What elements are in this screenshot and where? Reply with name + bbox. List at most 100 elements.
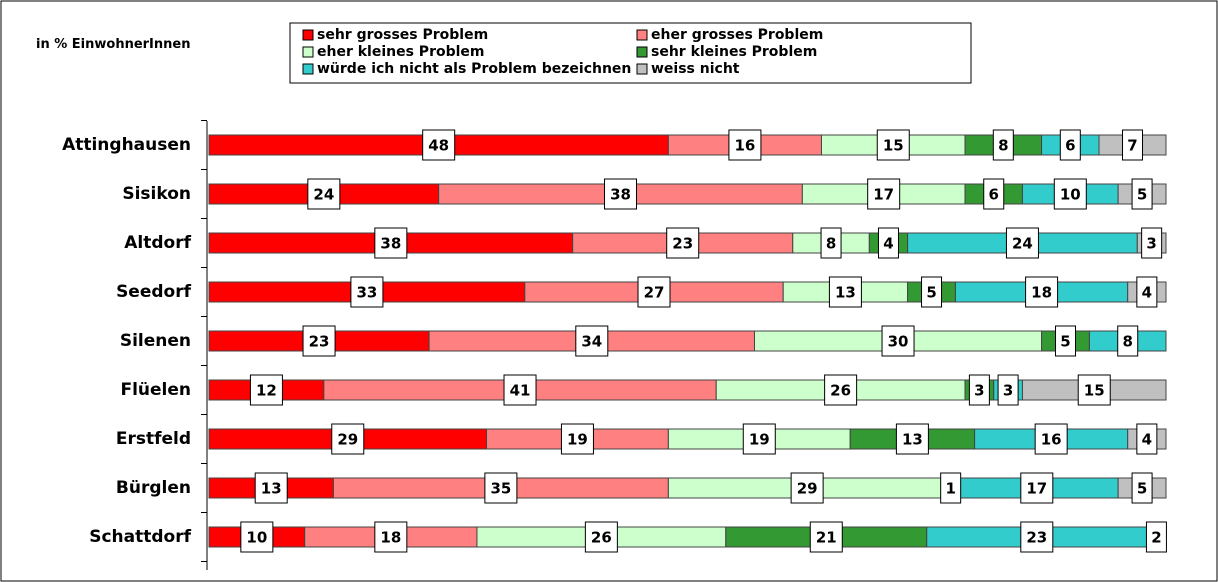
value-label-box <box>422 129 456 161</box>
legend-swatch-eher-kleines-problem <box>302 46 314 58</box>
value-label-box <box>575 325 609 357</box>
value-label-text: 24 <box>313 186 334 204</box>
legend-box <box>289 22 972 84</box>
value-label-text: 23 <box>309 333 330 351</box>
value-label-box <box>1122 129 1144 161</box>
value-label-box <box>249 374 283 406</box>
category-label-altdorf: Altdorf <box>124 233 191 253</box>
value-label-box <box>484 472 518 504</box>
value-label-box <box>1055 325 1077 357</box>
value-label-text: 6 <box>989 186 999 204</box>
value-label-box <box>992 129 1014 161</box>
value-label-box <box>742 423 776 455</box>
value-label-erstfeld-sehr-kleines-problem: 13 <box>895 423 929 455</box>
value-label-text: 2 <box>1151 529 1161 547</box>
value-label-box <box>1053 178 1087 210</box>
value-label-silenen-eher-grosses-problem: 34 <box>575 325 609 357</box>
value-label-box <box>584 521 618 553</box>
value-label-text: 1 <box>945 480 955 498</box>
value-label-text: 4 <box>1142 431 1152 449</box>
value-label-text: 5 <box>1060 333 1070 351</box>
value-label-box <box>374 227 408 259</box>
value-label-schattdorf-weiss-nicht: 2 <box>1145 521 1167 553</box>
value-label-text: 23 <box>1026 529 1047 547</box>
value-label-sisikon-weiss-nicht: 5 <box>1131 178 1153 210</box>
value-label-box <box>997 374 1019 406</box>
value-label-box <box>1077 374 1111 406</box>
value-label-box <box>1020 472 1054 504</box>
legend-swatch-sehr-kleines-problem <box>636 46 648 58</box>
value-label-box <box>728 129 762 161</box>
value-label-text: 4 <box>1142 284 1152 302</box>
value-label-box <box>881 325 915 357</box>
value-label-text: 34 <box>581 333 602 351</box>
value-label-box <box>1136 276 1158 308</box>
value-label-schattdorf-sehr-grosses-problem: 10 <box>240 521 274 553</box>
legend-swatch-wuerde-ich-nicht-als-problem-bezeichnen <box>302 63 314 75</box>
value-label-seedorf-eher-kleines-problem: 13 <box>828 276 862 308</box>
value-label-text: 10 <box>246 529 267 547</box>
value-label-box <box>503 374 537 406</box>
legend-label-weiss-nicht: weiss nicht <box>651 61 740 77</box>
value-label-text: 4 <box>883 235 893 253</box>
value-label-box <box>1145 521 1167 553</box>
value-label-silenen-wuerde-ich-nicht-als-problem-bezeichnen: 8 <box>1117 325 1139 357</box>
value-label-box <box>350 276 384 308</box>
value-label-text: 27 <box>644 284 665 302</box>
value-label-text: 13 <box>261 480 282 498</box>
value-label-text: 41 <box>510 382 531 400</box>
value-label-seedorf-weiss-nicht: 4 <box>1136 276 1158 308</box>
value-label-altdorf-eher-kleines-problem: 8 <box>820 227 842 259</box>
value-label-box <box>876 129 910 161</box>
value-label-box <box>1034 423 1068 455</box>
value-label-text: 7 <box>1127 137 1137 155</box>
value-label-erstfeld-wuerde-ich-nicht-als-problem-bezeichnen: 16 <box>1034 423 1068 455</box>
value-label-text: 8 <box>826 235 836 253</box>
value-label-text: 8 <box>998 137 1008 155</box>
value-label-box <box>921 276 943 308</box>
value-label-text: 3 <box>974 382 984 400</box>
value-label-text: 13 <box>835 284 856 302</box>
value-label-box <box>1059 129 1081 161</box>
category-label-buerglen: Bürglen <box>116 478 191 498</box>
category-label-flueelen: Flüelen <box>120 380 191 400</box>
value-label-text: 18 <box>1031 284 1052 302</box>
value-label-attinghausen-sehr-grosses-problem: 48 <box>422 129 456 161</box>
value-label-box <box>820 227 842 259</box>
value-label-seedorf-sehr-grosses-problem: 33 <box>350 276 384 308</box>
value-label-erstfeld-eher-kleines-problem: 19 <box>742 423 776 455</box>
value-label-box <box>1131 472 1153 504</box>
legend-swatch-eher-grosses-problem <box>636 29 648 41</box>
value-label-box <box>254 472 288 504</box>
value-label-flueelen-eher-kleines-problem: 26 <box>824 374 858 406</box>
value-label-schattdorf-wuerde-ich-nicht-als-problem-bezeichnen: 23 <box>1020 521 1054 553</box>
value-label-box <box>1141 227 1163 259</box>
value-label-box <box>666 227 700 259</box>
legend-label-sehr-kleines-problem: sehr kleines Problem <box>651 44 817 60</box>
value-label-box <box>374 521 408 553</box>
value-label-text: 13 <box>902 431 923 449</box>
value-label-buerglen-weiss-nicht: 5 <box>1131 472 1153 504</box>
value-label-text: 24 <box>1012 235 1033 253</box>
value-label-box <box>331 423 365 455</box>
value-label-text: 33 <box>356 284 377 302</box>
value-label-sisikon-sehr-kleines-problem: 6 <box>983 178 1005 210</box>
value-label-text: 35 <box>490 480 511 498</box>
value-label-erstfeld-weiss-nicht: 4 <box>1136 423 1158 455</box>
value-label-box <box>828 276 862 308</box>
value-label-buerglen-eher-kleines-problem: 29 <box>790 472 824 504</box>
value-label-buerglen-eher-grosses-problem: 35 <box>484 472 518 504</box>
value-label-box <box>240 521 274 553</box>
value-label-seedorf-wuerde-ich-nicht-als-problem-bezeichnen: 18 <box>1025 276 1059 308</box>
legend-label-sehr-grosses-problem: sehr grosses Problem <box>317 27 488 43</box>
value-label-text: 8 <box>1123 333 1133 351</box>
value-label-attinghausen-wuerde-ich-nicht-als-problem-bezeichnen: 6 <box>1059 129 1081 161</box>
value-label-schattdorf-eher-kleines-problem: 26 <box>584 521 618 553</box>
category-label-erstfeld: Erstfeld <box>116 429 191 449</box>
value-label-buerglen-sehr-grosses-problem: 13 <box>254 472 288 504</box>
value-label-altdorf-wuerde-ich-nicht-als-problem-bezeichnen: 24 <box>1005 227 1039 259</box>
value-label-text: 19 <box>567 431 588 449</box>
value-label-text: 15 <box>1084 382 1105 400</box>
value-label-sisikon-sehr-grosses-problem: 24 <box>307 178 341 210</box>
